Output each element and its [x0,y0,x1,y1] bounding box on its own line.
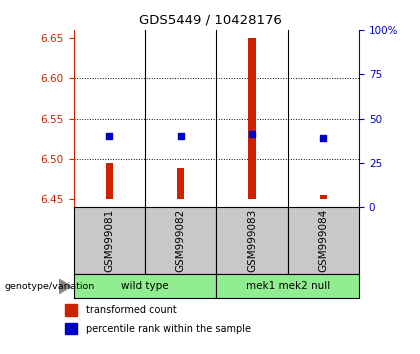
Bar [65,323,77,334]
Text: GSM999082: GSM999082 [176,209,186,272]
Text: mek1 mek2 null: mek1 mek2 null [246,281,330,291]
Text: GDS5449 / 10428176: GDS5449 / 10428176 [139,13,281,26]
Text: GSM999083: GSM999083 [247,209,257,272]
Bar [249,38,255,199]
Point [177,133,184,139]
Text: wild type: wild type [121,281,169,291]
Text: GSM999081: GSM999081 [104,209,114,272]
Text: transformed count: transformed count [86,305,176,315]
Bar [177,169,184,199]
Point [249,131,255,137]
Text: genotype/variation: genotype/variation [4,282,94,291]
Bar [65,304,77,315]
Point [320,135,327,141]
Text: GSM999084: GSM999084 [318,209,328,272]
Text: percentile rank within the sample: percentile rank within the sample [86,324,251,333]
Point [106,133,113,139]
Bar [320,195,327,199]
Bar [106,163,113,199]
Polygon shape [59,279,71,294]
